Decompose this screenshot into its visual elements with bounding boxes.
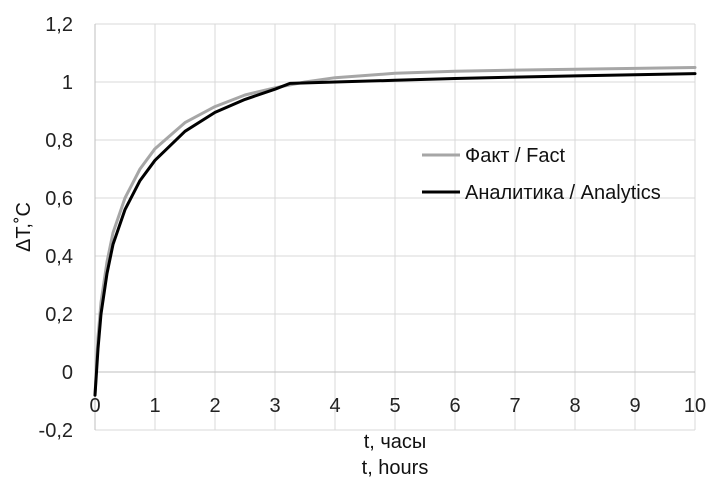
legend-label: Аналитика / Analytics bbox=[465, 182, 661, 204]
y-tick-label: 0 bbox=[62, 362, 73, 384]
y-tick-label: 1 bbox=[62, 72, 73, 94]
x-tick-label: 8 bbox=[569, 395, 580, 417]
x-axis-title-en: t, hours bbox=[362, 457, 429, 479]
x-tick-label: 9 bbox=[629, 395, 640, 417]
x-tick-label: 6 bbox=[449, 395, 460, 417]
x-tick-label: 7 bbox=[509, 395, 520, 417]
series-lines bbox=[93, 66, 697, 397]
x-tick-label: 5 bbox=[389, 395, 400, 417]
y-tick-label: 0,8 bbox=[45, 130, 73, 152]
x-tick-label: 3 bbox=[269, 395, 280, 417]
y-tick-label: -0,2 bbox=[39, 420, 73, 442]
gridlines bbox=[94, 23, 696, 431]
x-tick-label: 4 bbox=[329, 395, 340, 417]
x-tick-label: 1 bbox=[149, 395, 160, 417]
series-line-analytics bbox=[93, 72, 697, 397]
x-tick-label: 0 bbox=[89, 395, 100, 417]
axis-titles: t, часы t, hours ΔT,˚C bbox=[13, 202, 428, 479]
legend-label: Факт / Fact bbox=[465, 145, 565, 167]
axes bbox=[94, 24, 695, 430]
series-line-fact bbox=[93, 66, 697, 397]
y-axis-title: ΔT,˚C bbox=[13, 202, 35, 252]
tick-labels: -0,2 0 0,2 0,4 0,6 0,8 1 1,2 0 1 2 3 4 5 6 7 8 9 10 bbox=[39, 14, 707, 442]
y-tick-label: 1,2 bbox=[45, 14, 73, 36]
legend: Факт / Fact Аналитика / Analytics bbox=[422, 145, 661, 204]
y-tick-label: 0,4 bbox=[45, 246, 73, 268]
y-tick-label: 0,2 bbox=[45, 304, 73, 326]
x-axis-title-ru: t, часы bbox=[364, 431, 427, 453]
y-tick-label: 0,6 bbox=[45, 188, 73, 210]
x-tick-label: 2 bbox=[209, 395, 220, 417]
x-tick-label: 10 bbox=[684, 395, 706, 417]
